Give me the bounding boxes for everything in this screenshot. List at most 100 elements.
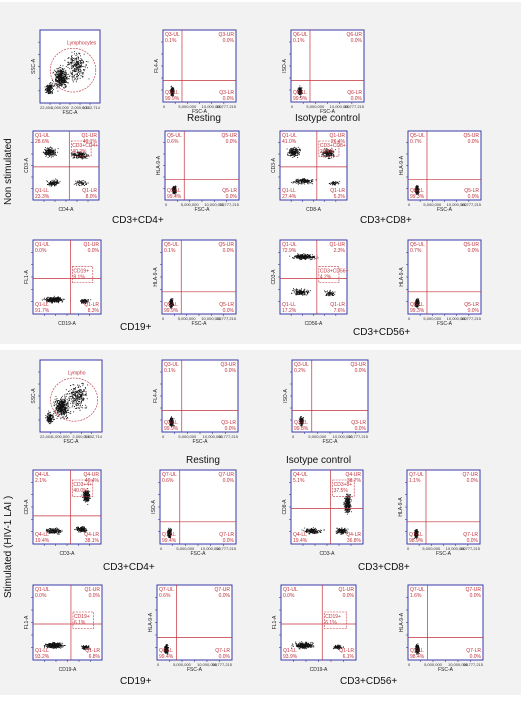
- event-dot: [55, 78, 57, 80]
- event-dot: [309, 254, 311, 256]
- event-dot: [54, 153, 56, 155]
- event-dot: [174, 187, 176, 188]
- event-dot: [302, 256, 304, 258]
- event-dot: [303, 258, 305, 260]
- plot-frame: [161, 239, 237, 315]
- event-dot: [65, 401, 67, 403]
- event-dot: [46, 300, 48, 301]
- event-dot: [310, 259, 311, 261]
- event-dot: [65, 395, 67, 397]
- event-dot: [50, 185, 52, 187]
- event-dot: [308, 256, 310, 258]
- event-dot: [416, 302, 418, 304]
- event-dot: [64, 408, 65, 410]
- event-dot: [169, 307, 171, 309]
- event-dot: [326, 154, 327, 155]
- event-dot: [60, 73, 62, 75]
- event-dot: [306, 255, 308, 257]
- event-dot: [46, 89, 47, 91]
- event-dot: [82, 182, 84, 184]
- event-dot: [52, 298, 54, 300]
- event-dot: [50, 89, 52, 90]
- event-dot: [74, 61, 76, 63]
- event-dot: [60, 408, 62, 410]
- event-dot: [79, 154, 81, 156]
- event-dot: [331, 154, 333, 156]
- event-dot: [65, 69, 67, 71]
- event-dot: [57, 74, 59, 75]
- quadrant-lr-name: Q1-LR: [330, 188, 345, 194]
- event-dot: [313, 258, 315, 260]
- event-dot: [53, 150, 55, 152]
- event-dot: [52, 181, 54, 183]
- event-dot: [83, 72, 84, 74]
- event-dot: [296, 256, 298, 258]
- event-dot: [78, 151, 80, 153]
- event-dot: [52, 151, 53, 153]
- event-dot: [63, 78, 65, 80]
- event-dot: [64, 78, 66, 80]
- event-dot: [46, 416, 48, 418]
- event-dot: [47, 298, 48, 300]
- gate-box: [70, 140, 92, 157]
- event-dot: [66, 403, 68, 404]
- event-dot: [334, 182, 335, 183]
- event-dot: [295, 152, 297, 153]
- event-dot: [48, 148, 50, 150]
- event-dot: [299, 90, 301, 92]
- event-dot: [292, 152, 294, 154]
- caption-cd3-cd8: CD3+CD8+: [360, 215, 412, 226]
- event-dot: [170, 306, 172, 308]
- event-dot: [417, 304, 418, 306]
- event-dot: [55, 407, 57, 408]
- event-dot: [324, 155, 326, 157]
- event-dot: [302, 180, 304, 182]
- event-dot: [46, 301, 48, 303]
- event-dot: [415, 192, 417, 194]
- event-dot: [74, 64, 76, 66]
- event-dot: [60, 64, 61, 66]
- event-dot: [70, 411, 72, 412]
- event-dot: [297, 183, 299, 185]
- x-axis-label: FSC-A: [437, 207, 453, 213]
- event-dot: [304, 289, 305, 291]
- event-dot: [60, 76, 62, 78]
- event-dot: [327, 151, 329, 153]
- event-dot: [75, 78, 76, 80]
- event-dot: [298, 255, 300, 257]
- event-dot: [305, 181, 307, 183]
- quadrant-ll-name: Q1-LL: [282, 302, 296, 308]
- event-dot: [52, 183, 54, 185]
- event-dot: [416, 302, 418, 304]
- event-dot: [172, 89, 174, 90]
- quadrant-ll-name: Q5-LL: [164, 302, 178, 308]
- event-dot: [76, 184, 78, 186]
- event-dot: [44, 154, 46, 155]
- event-dot: [302, 179, 304, 181]
- event-dot: [60, 69, 61, 71]
- event-dot: [60, 402, 62, 404]
- event-dot: [174, 188, 176, 190]
- event-dot: [59, 297, 60, 299]
- event-dot: [62, 80, 64, 82]
- event-dot: [292, 181, 294, 183]
- event-dot: [415, 301, 417, 303]
- event-dot: [417, 191, 419, 193]
- event-dot: [297, 257, 299, 258]
- event-dot: [331, 294, 333, 296]
- event-dot: [294, 152, 296, 154]
- event-dot: [307, 179, 309, 181]
- event-dot: [60, 67, 62, 68]
- event-dot: [329, 150, 330, 152]
- event-dot: [47, 182, 49, 184]
- event-dot: [296, 150, 298, 152]
- event-dot: [79, 60, 80, 61]
- event-dot: [52, 150, 54, 152]
- event-dot: [416, 305, 418, 307]
- event-dot: [61, 408, 63, 410]
- event-dot: [77, 64, 79, 66]
- event-dot: [66, 412, 67, 414]
- event-dot: [65, 408, 66, 410]
- event-dot: [290, 150, 292, 152]
- quadrant-ur-name: Q5-UR: [463, 242, 479, 248]
